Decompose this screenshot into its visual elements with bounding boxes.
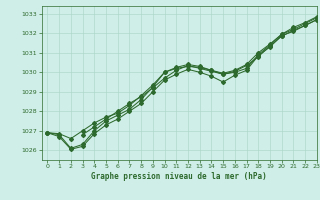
X-axis label: Graphe pression niveau de la mer (hPa): Graphe pression niveau de la mer (hPa) [91, 172, 267, 181]
